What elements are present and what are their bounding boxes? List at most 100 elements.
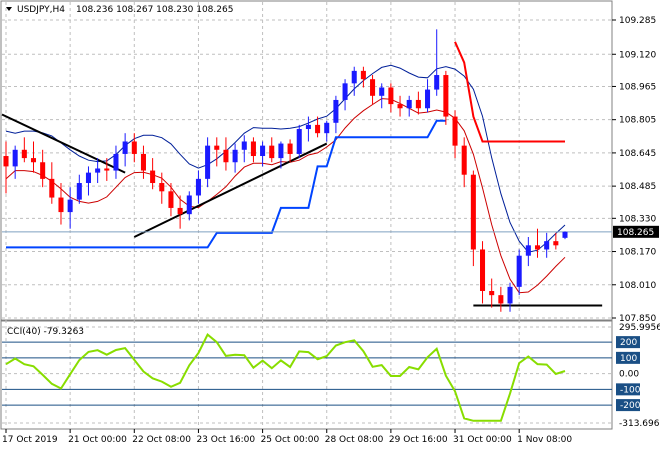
candle-body (443, 75, 449, 117)
candle-body (324, 122, 330, 134)
candle-body (67, 199, 73, 213)
trailing-stop-support-line (6, 119, 446, 249)
candle-body (85, 172, 91, 184)
candle-body (489, 291, 495, 296)
cci-level-badge (616, 351, 640, 364)
price-tick-label: 108.965 (619, 82, 656, 92)
cci-level-label: -200 (620, 401, 641, 411)
candle-body (305, 124, 311, 130)
candle-body (296, 129, 302, 154)
candle-body (76, 183, 82, 200)
ascending-trendline (133, 142, 328, 238)
price-axis: 109.285 109.120 108.965 108.805 108.645 108.4… (612, 16, 660, 429)
candle-body (223, 149, 229, 163)
candle-body (3, 156, 9, 167)
price-tick-label: 108.010 (619, 281, 656, 291)
candle-body (21, 149, 27, 159)
cci-level-label: -100 (620, 385, 641, 395)
time-tick-label: 29 Oct 16:00 (389, 435, 448, 445)
candle-body (104, 168, 110, 171)
candle-body (425, 89, 431, 109)
candle-body (434, 75, 440, 90)
candle-body (370, 79, 376, 96)
candle-body (461, 145, 467, 175)
candle-body (278, 143, 284, 159)
time-tick-label: 17 Oct 2019 (2, 435, 58, 445)
cci-pane[interactable] (0, 320, 613, 430)
cci-label: CCI(40) -79.3263 (7, 327, 84, 337)
cci-tick-label: 295.9956 (619, 323, 660, 333)
price-tick-label: 108.645 (619, 149, 656, 159)
indicator-overlays (1, 41, 612, 307)
price-tick-label: 109.120 (619, 50, 656, 60)
current-price-label: 108.265 (617, 228, 654, 238)
candle-body (562, 231, 568, 238)
candle-body (232, 149, 238, 163)
candle-body (205, 145, 211, 179)
candle-body (260, 145, 266, 157)
candle-body (159, 183, 165, 192)
candle-body (49, 178, 55, 198)
candles (3, 29, 568, 312)
time-tick-label: 1 Nov 08:00 (517, 435, 572, 445)
trailing-stop-resistance-line (454, 41, 565, 143)
candle-body (177, 207, 183, 215)
candle-body (525, 245, 531, 256)
price-tick-label: 109.285 (619, 16, 656, 26)
cci-level-badge (616, 383, 640, 396)
dropdown-triangle-icon[interactable] (6, 7, 12, 11)
candle-body (58, 197, 64, 213)
cci-line (5, 333, 566, 422)
header: USDJPY,H4 108.236 108.267 108.230 108.26… (6, 5, 233, 15)
cci-indicator (2, 326, 612, 424)
candle-body (122, 141, 128, 154)
candle-body (214, 145, 220, 150)
candle-body (544, 241, 550, 250)
candle-body (195, 178, 201, 196)
candle-body (516, 255, 522, 287)
price-tick-label: 108.485 (619, 182, 656, 192)
candle-body (269, 145, 275, 159)
candle-body (388, 87, 394, 105)
candle-body (397, 104, 403, 109)
candle-body (131, 141, 137, 154)
candle-body (186, 195, 192, 215)
cci-level-badge (616, 336, 640, 349)
candle-body (534, 245, 541, 250)
ohlc-readout: 108.236 108.267 108.230 108.265 (76, 5, 233, 15)
candle-body (250, 141, 256, 157)
candle-body (480, 249, 486, 292)
candle-body (30, 158, 37, 163)
candle-body (12, 149, 18, 167)
time-axis: 17 Oct 2019 21 Oct 00:00 22 Oct 08:00 23 Oc… (2, 429, 572, 445)
cci-level-badge (616, 399, 640, 412)
candle-body (470, 174, 476, 250)
cci-level-label: 100 (620, 354, 637, 364)
candle-body (95, 168, 101, 173)
current-price-badge (613, 225, 659, 238)
candle-body (406, 99, 412, 109)
time-tick-label: 22 Oct 08:00 (132, 435, 191, 445)
upper-band-line (5, 64, 566, 253)
candle-body (553, 241, 559, 246)
cci-tick-label: -313.696 (619, 419, 660, 429)
candle-body (113, 153, 119, 171)
time-tick-label: 28 Oct 08:00 (325, 435, 384, 445)
time-tick-label: 25 Oct 00:00 (261, 435, 320, 445)
candle-body (415, 99, 421, 109)
candle-body (241, 141, 247, 150)
candle-body (287, 143, 293, 154)
candle-body (150, 170, 156, 184)
price-tick-label: 107.850 (619, 314, 656, 324)
candle-body (342, 83, 348, 100)
price-pane[interactable] (0, 0, 613, 321)
symbol-label: USDJPY,H4 (17, 5, 65, 15)
descending-trendline (1, 113, 126, 174)
candle-body (379, 87, 385, 96)
candle-body (452, 116, 458, 146)
time-tick-label: 21 Oct 00:00 (68, 435, 127, 445)
candle-body (351, 70, 357, 84)
lower-band-line (5, 98, 566, 294)
